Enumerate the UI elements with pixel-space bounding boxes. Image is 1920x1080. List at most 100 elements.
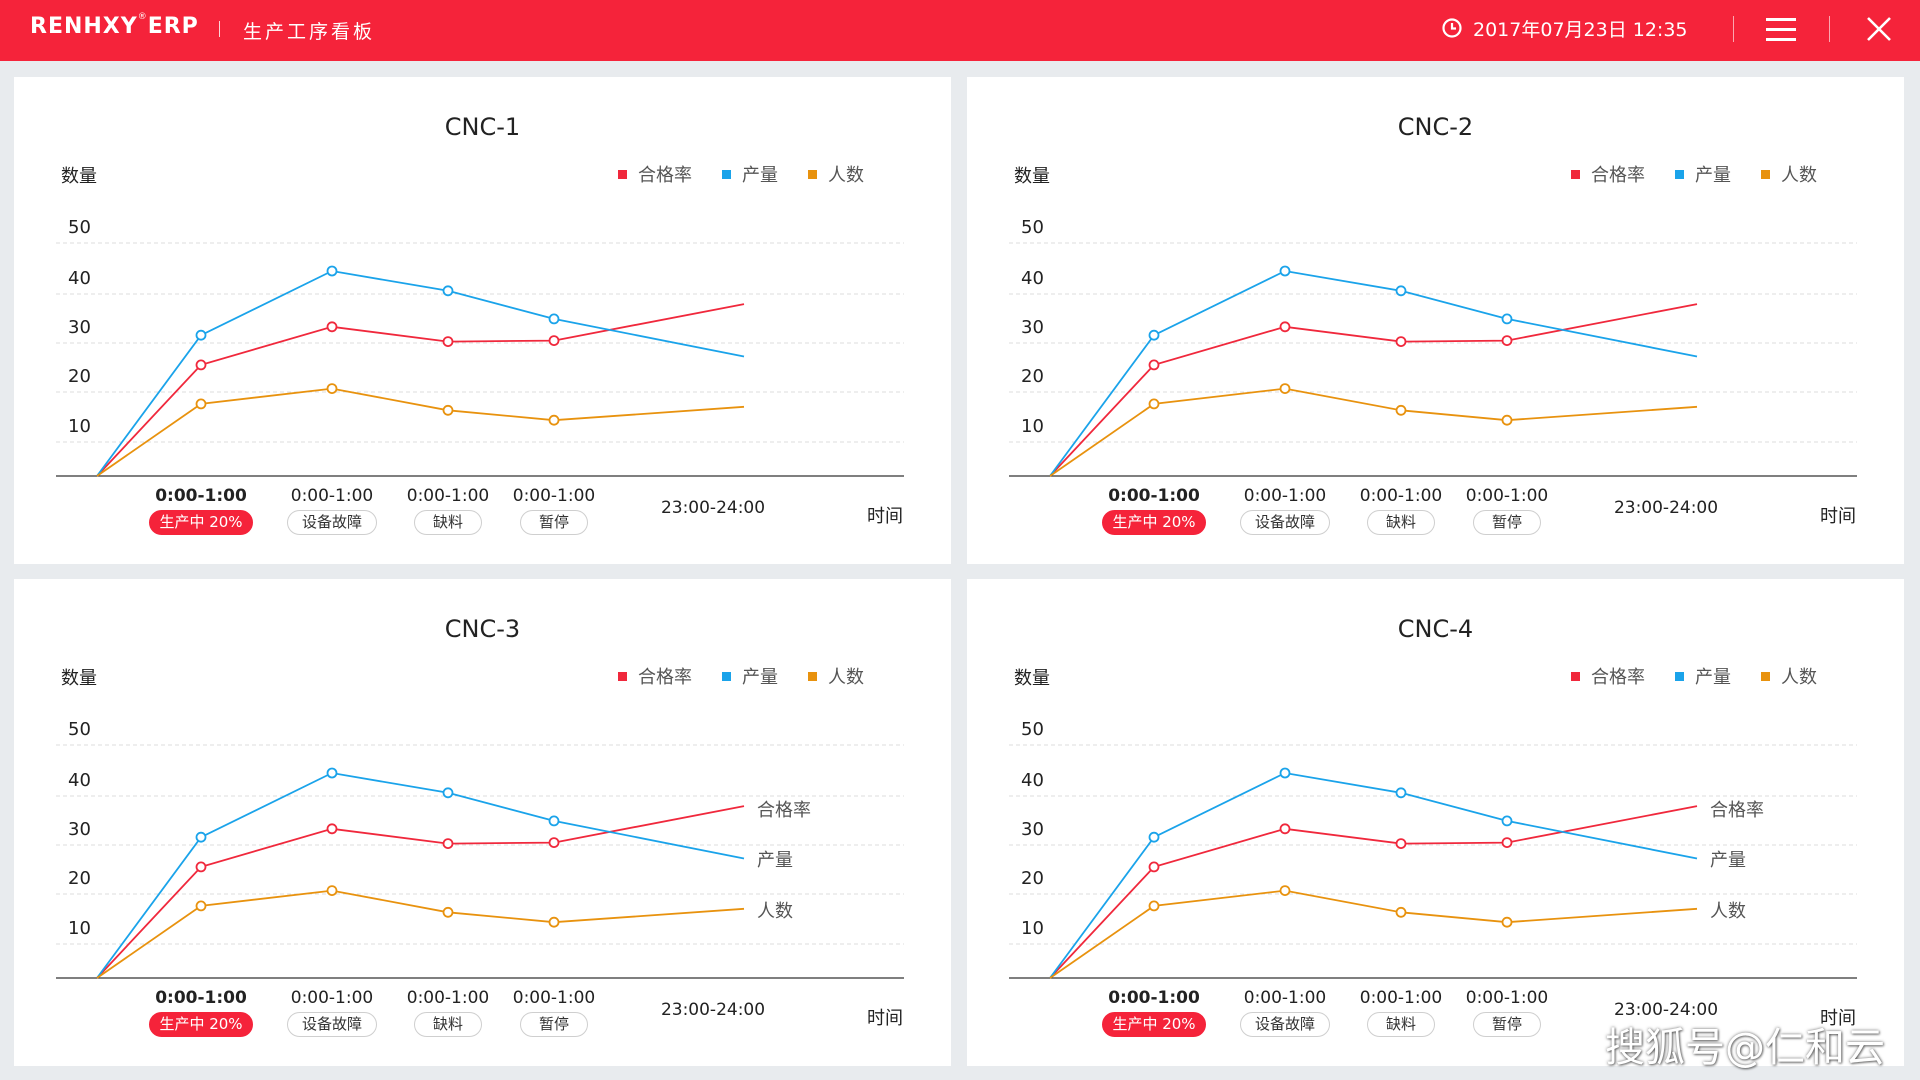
data-point[interactable]: [326, 885, 338, 897]
data-point[interactable]: [1279, 885, 1291, 897]
legend-item[interactable]: 产量: [1675, 161, 1731, 187]
y-tick-label: 40: [68, 268, 91, 289]
data-point[interactable]: [1501, 815, 1513, 827]
data-point[interactable]: [195, 900, 207, 912]
data-point[interactable]: [1395, 285, 1407, 297]
data-point[interactable]: [195, 398, 207, 410]
legend-item[interactable]: 人数: [1761, 161, 1817, 187]
series-line-2: [1049, 270, 1698, 477]
data-point[interactable]: [1501, 313, 1513, 325]
top-bar: RENHXY®ERP 生产工序看板 2017年07月23日 12:35: [0, 0, 1920, 61]
legend-item[interactable]: 合格率: [1571, 663, 1645, 689]
data-point[interactable]: [1279, 321, 1291, 333]
data-point[interactable]: [195, 861, 207, 873]
data-point[interactable]: [326, 767, 338, 779]
status-badge[interactable]: 缺料: [414, 510, 482, 535]
status-badge[interactable]: 生产中 20%: [149, 1012, 253, 1037]
x-axis-title: 时间: [867, 1008, 903, 1029]
series-line-1: [1049, 805, 1698, 979]
status-badge[interactable]: 生产中 20%: [1102, 1012, 1206, 1037]
x-tick-label: 0:00-1:00: [1465, 486, 1549, 506]
data-point[interactable]: [548, 335, 560, 347]
data-point[interactable]: [1395, 404, 1407, 416]
data-point[interactable]: [1395, 838, 1407, 850]
legend-item[interactable]: 合格率: [1571, 161, 1645, 187]
status-badge[interactable]: 设备故障: [287, 1012, 377, 1037]
y-tick-label: 20: [1021, 868, 1044, 889]
close-icon[interactable]: [1864, 14, 1894, 44]
series-line-2: [1049, 772, 1698, 979]
legend-item[interactable]: 人数: [808, 663, 864, 689]
legend-item[interactable]: 人数: [808, 161, 864, 187]
chart-panel-1: CNC-1 数量 合格率 产量 人数 50 40 30 20 10 0:00-1:00 生产中 20%…: [14, 77, 951, 564]
data-point[interactable]: [1501, 335, 1513, 347]
data-point[interactable]: [195, 359, 207, 371]
data-point[interactable]: [326, 823, 338, 835]
status-badge[interactable]: 缺料: [1367, 510, 1435, 535]
legend-label: 产量: [1695, 667, 1731, 688]
menu-button[interactable]: [1764, 14, 1798, 46]
data-point[interactable]: [1148, 831, 1160, 843]
data-point[interactable]: [442, 787, 454, 799]
x-tick-label: 0:00-1:00: [1243, 486, 1327, 506]
data-point[interactable]: [326, 383, 338, 395]
data-point[interactable]: [548, 815, 560, 827]
clock: 2017年07月23日 12:35: [1441, 15, 1688, 41]
data-point[interactable]: [1501, 414, 1513, 426]
status-badge[interactable]: 设备故障: [287, 510, 377, 535]
data-point[interactable]: [442, 838, 454, 850]
chart-legend: 合格率 产量 人数: [1541, 663, 1817, 689]
data-point[interactable]: [1279, 265, 1291, 277]
data-point[interactable]: [548, 916, 560, 928]
data-point[interactable]: [1279, 823, 1291, 835]
status-badge[interactable]: 设备故障: [1240, 1012, 1330, 1037]
legend-item[interactable]: 产量: [722, 663, 778, 689]
status-badge[interactable]: 设备故障: [1240, 510, 1330, 535]
legend-item[interactable]: 产量: [722, 161, 778, 187]
status-badge[interactable]: 缺料: [414, 1012, 482, 1037]
data-point[interactable]: [1148, 359, 1160, 371]
data-point[interactable]: [442, 404, 454, 416]
x-tick-label: 0:00-1:00: [1243, 988, 1327, 1008]
legend-swatch: [1571, 169, 1580, 179]
status-badge[interactable]: 生产中 20%: [149, 510, 253, 535]
data-point[interactable]: [1279, 383, 1291, 395]
x-tick-label: 0:00-1:00: [1359, 486, 1443, 506]
status-badge[interactable]: 生产中 20%: [1102, 510, 1206, 535]
data-point[interactable]: [548, 837, 560, 849]
data-point[interactable]: [326, 265, 338, 277]
data-point[interactable]: [1279, 767, 1291, 779]
data-point[interactable]: [548, 313, 560, 325]
data-point[interactable]: [442, 285, 454, 297]
x-tick-label: 0:00-1:00: [1465, 988, 1549, 1008]
data-point[interactable]: [1395, 336, 1407, 348]
data-point[interactable]: [1501, 916, 1513, 928]
x-tick-label: 0:00-1:00: [1108, 988, 1200, 1008]
legend-item[interactable]: 合格率: [618, 161, 692, 187]
legend-item[interactable]: 产量: [1675, 663, 1731, 689]
status-badge[interactable]: 暂停: [1473, 510, 1541, 535]
data-point[interactable]: [326, 321, 338, 333]
series-line-1: [96, 805, 745, 979]
status-badge[interactable]: 缺料: [1367, 1012, 1435, 1037]
data-point[interactable]: [1148, 398, 1160, 410]
data-point[interactable]: [1148, 329, 1160, 341]
chart-legend: 合格率 产量 人数: [588, 663, 864, 689]
data-point[interactable]: [195, 329, 207, 341]
data-point[interactable]: [1395, 787, 1407, 799]
y-tick-label: 10: [68, 918, 91, 939]
data-point[interactable]: [442, 336, 454, 348]
status-badge[interactable]: 暂停: [520, 510, 588, 535]
legend-item[interactable]: 人数: [1761, 663, 1817, 689]
legend-item[interactable]: 合格率: [618, 663, 692, 689]
data-point[interactable]: [1148, 900, 1160, 912]
data-point[interactable]: [195, 831, 207, 843]
data-point[interactable]: [1395, 906, 1407, 918]
data-point[interactable]: [1148, 861, 1160, 873]
data-point[interactable]: [442, 906, 454, 918]
status-badge[interactable]: 暂停: [520, 1012, 588, 1037]
x-axis-title: 时间: [1820, 506, 1856, 527]
data-point[interactable]: [548, 414, 560, 426]
status-badge[interactable]: 暂停: [1473, 1012, 1541, 1037]
data-point[interactable]: [1501, 837, 1513, 849]
